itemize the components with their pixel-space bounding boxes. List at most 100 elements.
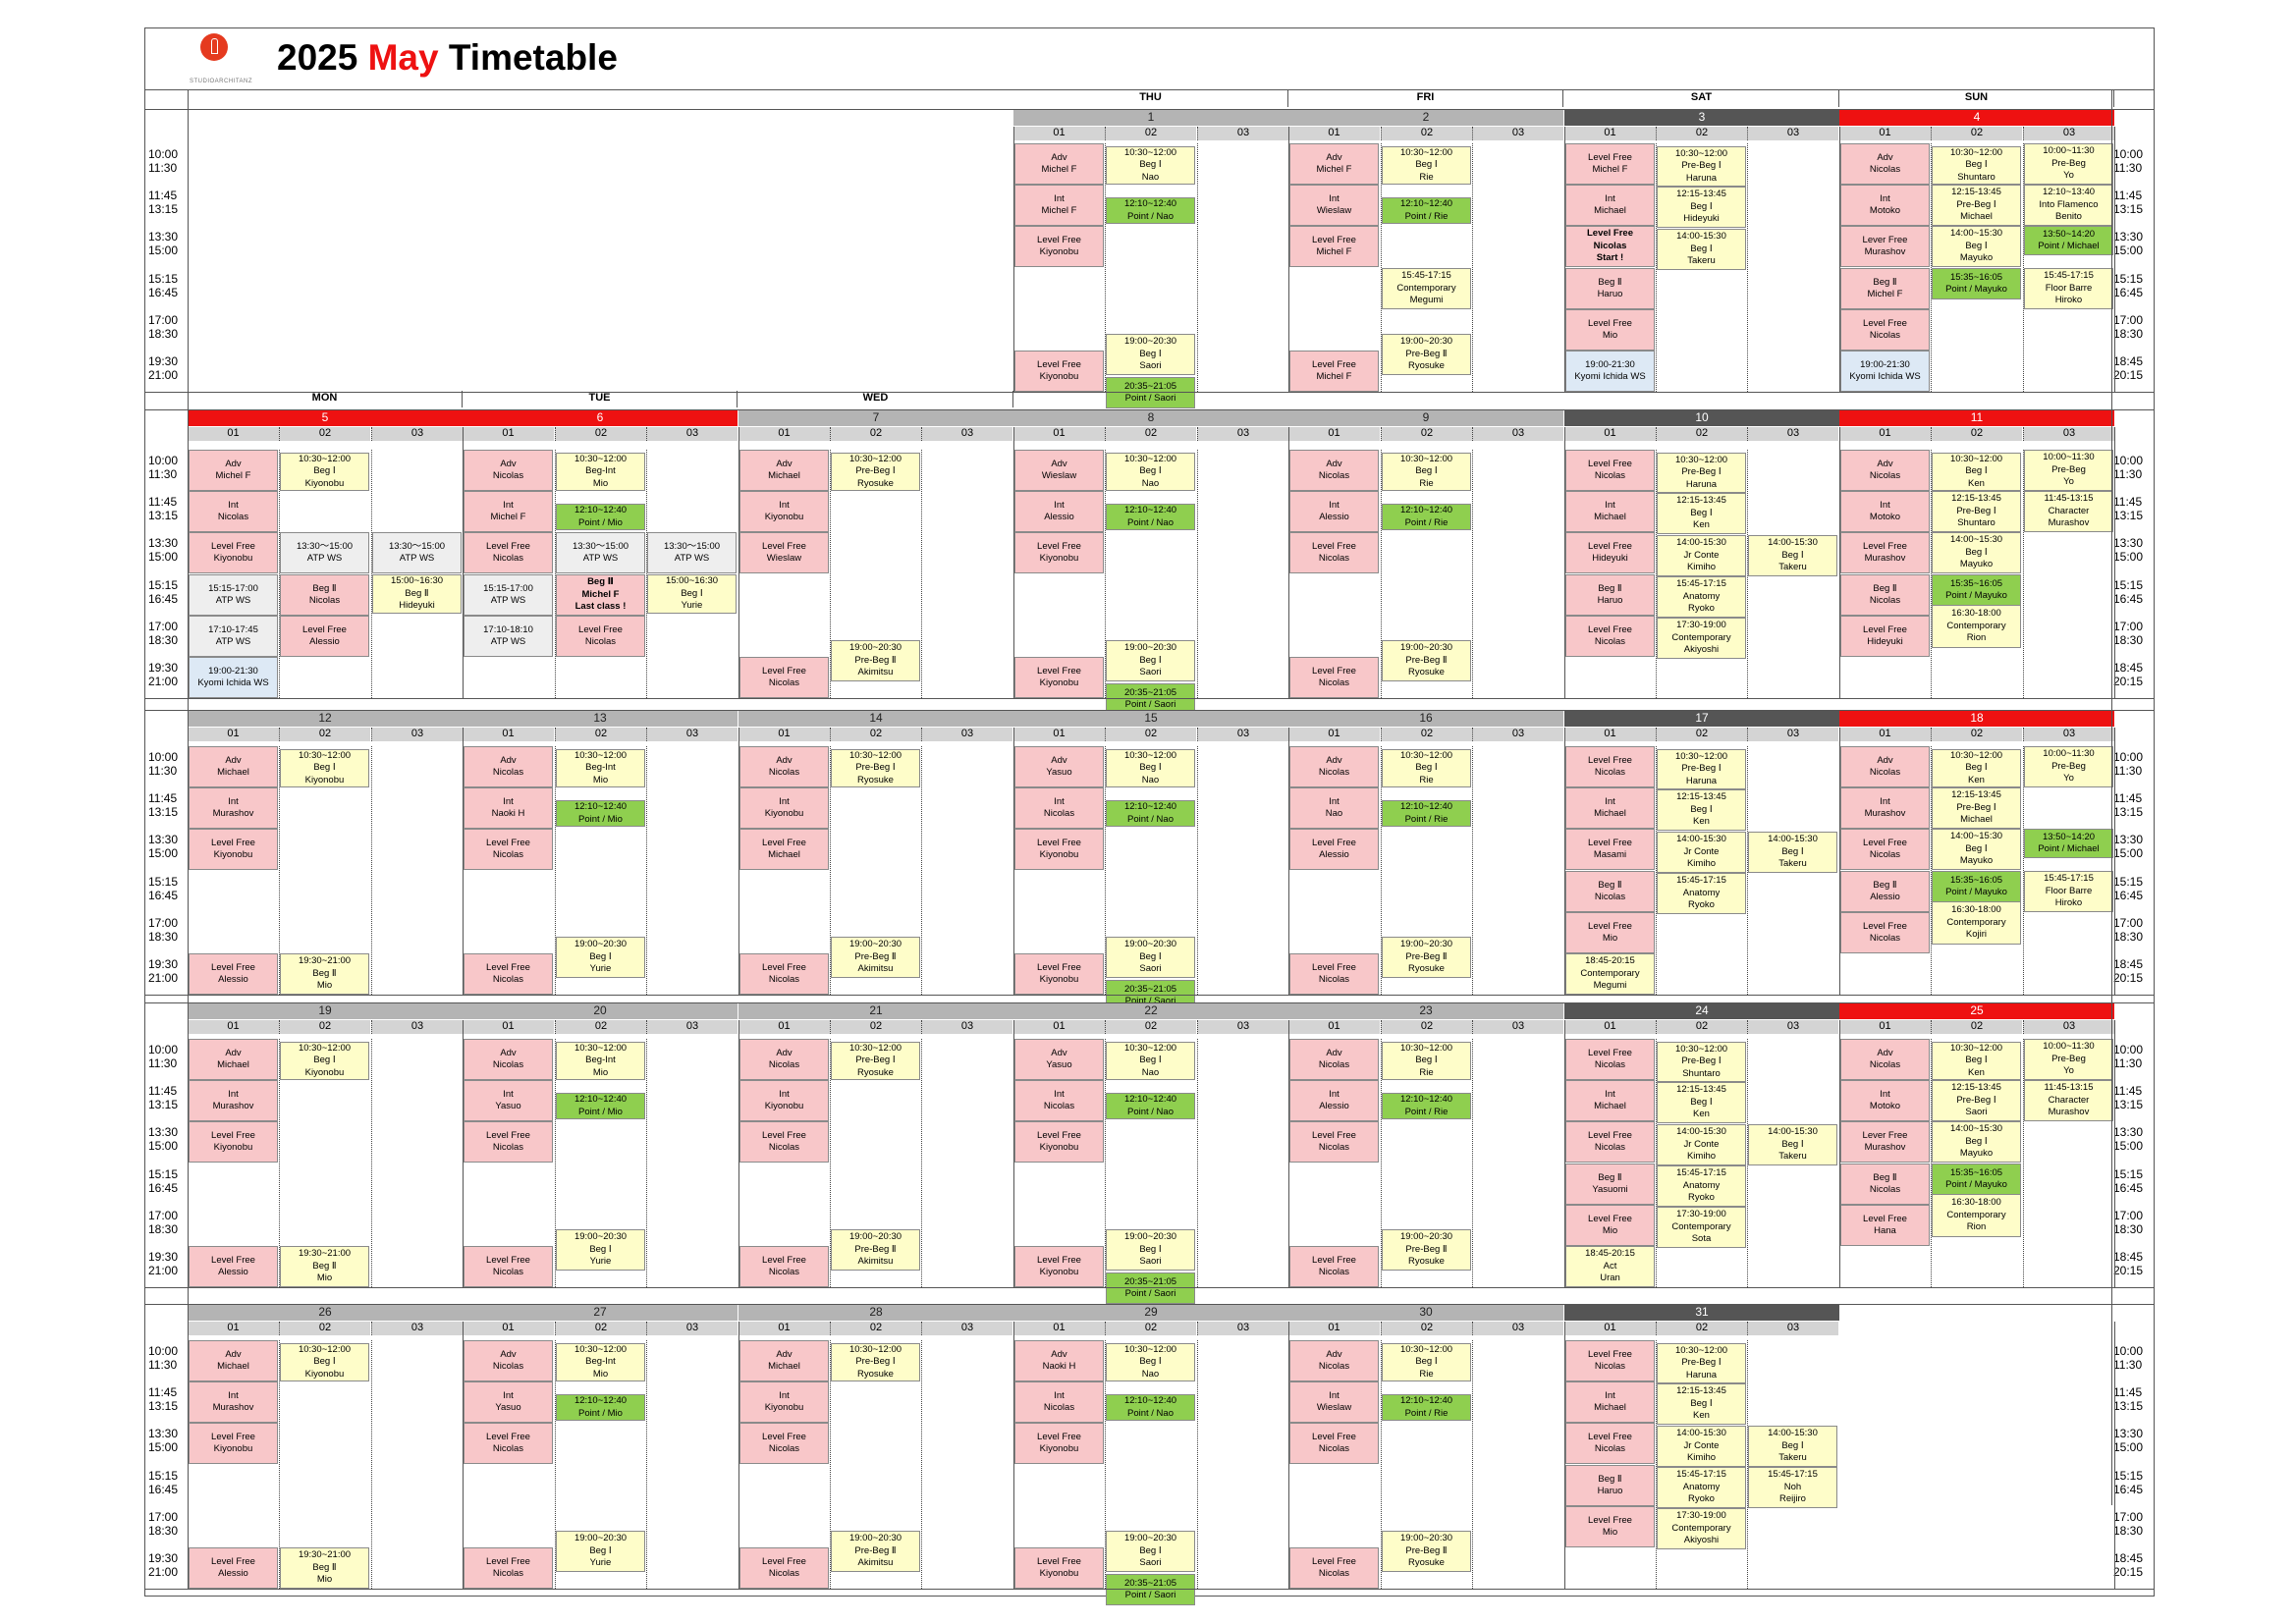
- class-block[interactable]: 10:30~12:00 Pre-Beg Ⅰ Haruna: [1657, 1343, 1746, 1383]
- class-block[interactable]: Level Free Kiyonobu: [1014, 226, 1104, 267]
- class-block[interactable]: 17:10-17:45 ATP WS: [189, 616, 278, 657]
- class-block[interactable]: Level Free Nicolas: [1565, 616, 1655, 657]
- class-block[interactable]: 17:10-18:10 ATP WS: [464, 616, 553, 657]
- class-block[interactable]: 14:00-15:30 Jr Conte Kimiho: [1657, 535, 1746, 576]
- class-block[interactable]: Adv Nicolas: [464, 450, 553, 491]
- class-block[interactable]: 20:35~21:05 Point / Saori: [1106, 1574, 1195, 1605]
- class-block[interactable]: Adv Nicolas: [1289, 1340, 1379, 1381]
- class-block[interactable]: Adv Nicolas: [464, 1340, 553, 1381]
- class-block[interactable]: 10:30~12:00 Beg-Int Mio: [556, 749, 645, 787]
- class-block[interactable]: 15:45-17:15 Noh Reijiro: [1748, 1467, 1837, 1508]
- class-block[interactable]: Level Free Nicolas: [464, 1547, 553, 1589]
- class-block[interactable]: 14:00-15:30 Beg Ⅰ Takeru: [1748, 535, 1837, 576]
- class-block[interactable]: Int Kiyonobu: [739, 1381, 829, 1423]
- class-block[interactable]: 15:15-17:00 ATP WS: [189, 574, 278, 616]
- class-block[interactable]: 10:30~12:00 Pre-Beg Ⅰ Haruna: [1657, 749, 1746, 789]
- class-block[interactable]: 19:00~20:30 Beg Ⅰ Saori: [1106, 640, 1195, 681]
- class-block[interactable]: 10:30~12:00 Beg Ⅰ Kiyonobu: [280, 1042, 369, 1080]
- class-block[interactable]: Level Free Michael: [739, 829, 829, 870]
- class-block[interactable]: 10:30~12:00 Pre-Beg Ⅰ Ryosuke: [831, 1042, 920, 1080]
- class-block[interactable]: 19:00-21:30 Kyomi Ichida WS: [1840, 351, 1930, 392]
- class-block[interactable]: Int Murashov: [1840, 787, 1930, 829]
- class-block[interactable]: 14:00-15:30 Beg Ⅰ Takeru: [1748, 832, 1837, 873]
- class-block[interactable]: Level Free Wieslaw: [739, 532, 829, 573]
- class-block[interactable]: 19:00~20:30 Beg Ⅰ Yurie: [556, 937, 645, 978]
- class-block[interactable]: Adv Nicolas: [1840, 746, 1930, 787]
- class-block[interactable]: Level Free Nicolas: [739, 1121, 829, 1163]
- class-block[interactable]: 14:00-15:30 Jr Conte Kimiho: [1657, 1426, 1746, 1467]
- class-block[interactable]: 15:35~16:05 Point / Mayuko: [1932, 1164, 2021, 1195]
- class-block[interactable]: Beg Ⅱ Michel F: [1840, 268, 1930, 309]
- class-block[interactable]: Adv Nicolas: [464, 1039, 553, 1080]
- class-block[interactable]: 15:00~16:30 Beg Ⅰ Yurie: [647, 574, 737, 614]
- class-block[interactable]: 11:45-13:15 Character Murashov: [2024, 491, 2113, 532]
- class-block[interactable]: Level Free Kiyonobu: [1014, 953, 1104, 995]
- class-block[interactable]: Level Free Kiyonobu: [1014, 1547, 1104, 1589]
- class-block[interactable]: Lever Free Murashov: [1840, 226, 1930, 267]
- class-block[interactable]: 19:00~20:30 Pre-Beg Ⅱ Akimitsu: [831, 1229, 920, 1271]
- class-block[interactable]: Int Wieslaw: [1289, 185, 1379, 226]
- class-block[interactable]: 10:30~12:00 Pre-Beg Ⅰ Ryosuke: [831, 1343, 920, 1381]
- class-block[interactable]: Int Murashov: [189, 1381, 278, 1423]
- class-block[interactable]: Level Free Michel F: [1289, 226, 1379, 267]
- class-block[interactable]: Level Free Nicolas: [1289, 657, 1379, 698]
- class-block[interactable]: Adv Nicolas: [1840, 143, 1930, 185]
- class-block[interactable]: Int Alessio: [1289, 491, 1379, 532]
- class-block[interactable]: Level Free Masami: [1565, 829, 1655, 870]
- class-block[interactable]: 10:30~12:00 Beg Ⅰ Nao: [1106, 146, 1195, 185]
- class-block[interactable]: 12:15-13:45 Pre-Beg Ⅰ Michael: [1932, 787, 2021, 829]
- class-block[interactable]: 12:10~12:40 Point / Mio: [556, 504, 645, 530]
- class-block[interactable]: 15:15-17:00 ATP WS: [464, 574, 553, 616]
- class-block[interactable]: 10:30~12:00 Pre-Beg Ⅰ Ryosuke: [831, 749, 920, 787]
- class-block[interactable]: Beg Ⅱ Alessio: [1840, 871, 1930, 912]
- class-block[interactable]: 12:10~12:40 Point / Mio: [556, 800, 645, 827]
- class-block[interactable]: 12:10~12:40 Point / Rie: [1382, 197, 1471, 224]
- class-block[interactable]: Level Free Kiyonobu: [189, 1423, 278, 1464]
- class-block[interactable]: Level Free Michel F: [1565, 143, 1655, 185]
- class-block[interactable]: 12:15-13:45 Beg Ⅰ Hideyuki: [1657, 187, 1746, 228]
- class-block[interactable]: 19:00-21:30 Kyomi Ichida WS: [189, 657, 278, 698]
- class-block[interactable]: Beg Ⅱ Michel F Last class !: [556, 574, 645, 616]
- class-block[interactable]: Level Free Nicolas: [1565, 1121, 1655, 1163]
- class-block[interactable]: Adv Nicolas: [1840, 450, 1930, 491]
- class-block[interactable]: Level Free Nicolas: [739, 953, 829, 995]
- class-block[interactable]: Level Free Nicolas: [739, 1547, 829, 1589]
- class-block[interactable]: 19:00~20:30 Beg Ⅰ Saori: [1106, 937, 1195, 978]
- class-block[interactable]: Int Nicolas: [1014, 787, 1104, 829]
- class-block[interactable]: Level Free Nicolas: [1565, 1039, 1655, 1080]
- class-block[interactable]: 10:30~12:00 Beg Ⅰ Nao: [1106, 749, 1195, 787]
- class-block[interactable]: 15:45-17:15 Floor Barre Hiroko: [2024, 871, 2113, 912]
- class-block[interactable]: 18:45-20:15 Act Uran: [1565, 1246, 1655, 1287]
- class-block[interactable]: 12:10~12:40 Point / Nao: [1106, 800, 1195, 827]
- class-block[interactable]: 15:45-17:15 Anatomy Ryoko: [1657, 873, 1746, 914]
- class-block[interactable]: Adv Michael: [189, 1340, 278, 1381]
- class-block[interactable]: 10:30~12:00 Beg Ⅰ Nao: [1106, 453, 1195, 491]
- class-block[interactable]: Adv Michael: [189, 746, 278, 787]
- class-block[interactable]: 12:10~12:40 Point / Mio: [556, 1394, 645, 1421]
- class-block[interactable]: 17:30-19:00 Contemporary Akiyoshi: [1657, 618, 1746, 659]
- class-block[interactable]: 17:30-19:00 Contemporary Akiyoshi: [1657, 1508, 1746, 1549]
- class-block[interactable]: 14:00-15:30 Beg Ⅰ Takeru: [1748, 1124, 1837, 1165]
- class-block[interactable]: 19:00~20:30 Pre-Beg Ⅱ Akimitsu: [831, 937, 920, 978]
- class-block[interactable]: 10:30~12:00 Beg Ⅰ Kiyonobu: [280, 453, 369, 491]
- class-block[interactable]: 19:00~20:30 Beg Ⅰ Saori: [1106, 1229, 1195, 1271]
- class-block[interactable]: Adv Wieslaw: [1014, 450, 1104, 491]
- class-block[interactable]: 10:30~12:00 Pre-Beg Ⅰ Haruna: [1657, 453, 1746, 493]
- class-block[interactable]: Int Nicolas: [189, 491, 278, 532]
- class-block[interactable]: 11:45-13:15 Character Murashov: [2024, 1080, 2113, 1121]
- class-block[interactable]: 14:00~15:30 Beg Ⅰ Mayuko: [1932, 226, 2021, 267]
- class-block[interactable]: Lever Free Murashov: [1840, 1121, 1930, 1163]
- class-block[interactable]: 10:30~12:00 Beg Ⅰ Kiyonobu: [280, 1343, 369, 1381]
- class-block[interactable]: Int Yasuo: [464, 1381, 553, 1423]
- class-block[interactable]: 15:45-17:15 Anatomy Ryoko: [1657, 576, 1746, 618]
- class-block[interactable]: 10:30~12:00 Beg Ⅰ Ken: [1932, 453, 2021, 491]
- class-block[interactable]: Int Murashov: [189, 1080, 278, 1121]
- class-block[interactable]: 10:30~12:00 Pre-Beg Ⅰ Ryosuke: [831, 453, 920, 491]
- class-block[interactable]: Level Free Hideyuki: [1565, 532, 1655, 573]
- class-block[interactable]: 17:30-19:00 Contemporary Sota: [1657, 1207, 1746, 1248]
- class-block[interactable]: 16:30-18:00 Contemporary Kojiri: [1932, 901, 2021, 945]
- class-block[interactable]: 12:10~12:40 Point / Rie: [1382, 1394, 1471, 1421]
- class-block[interactable]: Level Free Nicolas: [464, 953, 553, 995]
- class-block[interactable]: 10:30~12:00 Beg Ⅰ Rie: [1382, 453, 1471, 491]
- class-block[interactable]: 19:30~21:00 Beg Ⅱ Mio: [280, 1246, 369, 1287]
